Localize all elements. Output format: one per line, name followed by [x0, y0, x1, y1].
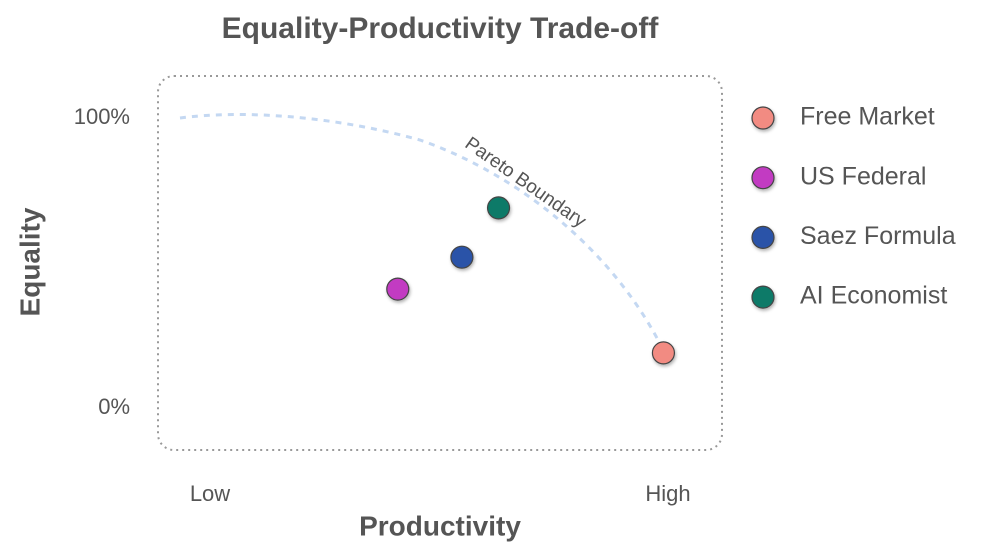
- legend-label: Saez Formula: [800, 222, 956, 250]
- chart-title: Equality-Productivity Trade-off: [222, 12, 660, 45]
- y-tick-label: 0%: [98, 394, 130, 419]
- point: [450, 245, 474, 269]
- legend-marker: [751, 225, 775, 249]
- pareto-curve: [179, 113, 660, 341]
- point: [486, 196, 511, 220]
- x-tick-label: Low: [190, 481, 230, 506]
- annotation: Pareto Boundary: [461, 133, 590, 232]
- x-tick-label: High: [645, 481, 690, 506]
- legend-marker: [751, 166, 775, 190]
- legend-marker: [751, 285, 775, 309]
- point: [651, 341, 676, 365]
- legend-label: AI Economist: [800, 282, 947, 310]
- legend-label: Free Market: [800, 103, 935, 131]
- y-axis-label: Equality: [14, 207, 45, 316]
- y-tick-label: 100%: [74, 104, 130, 129]
- legend-marker: [751, 106, 775, 130]
- legend-label: US Federal: [800, 162, 926, 190]
- x-axis-label: Productivity: [359, 510, 521, 541]
- point: [386, 277, 410, 301]
- plot-frame: [157, 75, 723, 451]
